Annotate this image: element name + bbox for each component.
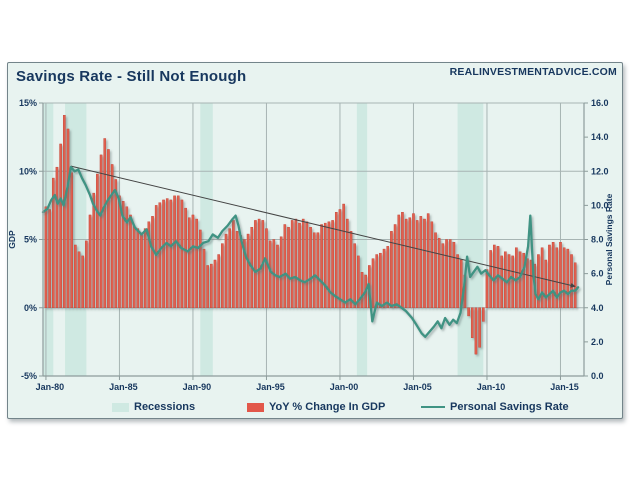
legend-item-recessions: Recessions [112,401,195,413]
site-watermark: REALINVESTMENTADVICE.COM [449,66,617,78]
legend-label: YoY % Change In GDP [269,401,386,413]
chart-title: Savings Rate - Still Not Enough [16,68,247,85]
legend-item-gdp: YoY % Change In GDP [247,401,385,413]
legend-item-savings: Personal Savings Rate [421,401,569,413]
legend-label: Personal Savings Rate [450,401,569,413]
recessions-swatch [112,402,129,412]
gdp-swatch [247,402,264,412]
legend-label: Recessions [134,401,196,413]
chart-panel [7,62,623,419]
legend: Recessions YoY % Change In GDP Personal … [0,400,630,416]
savings-swatch [421,405,445,409]
